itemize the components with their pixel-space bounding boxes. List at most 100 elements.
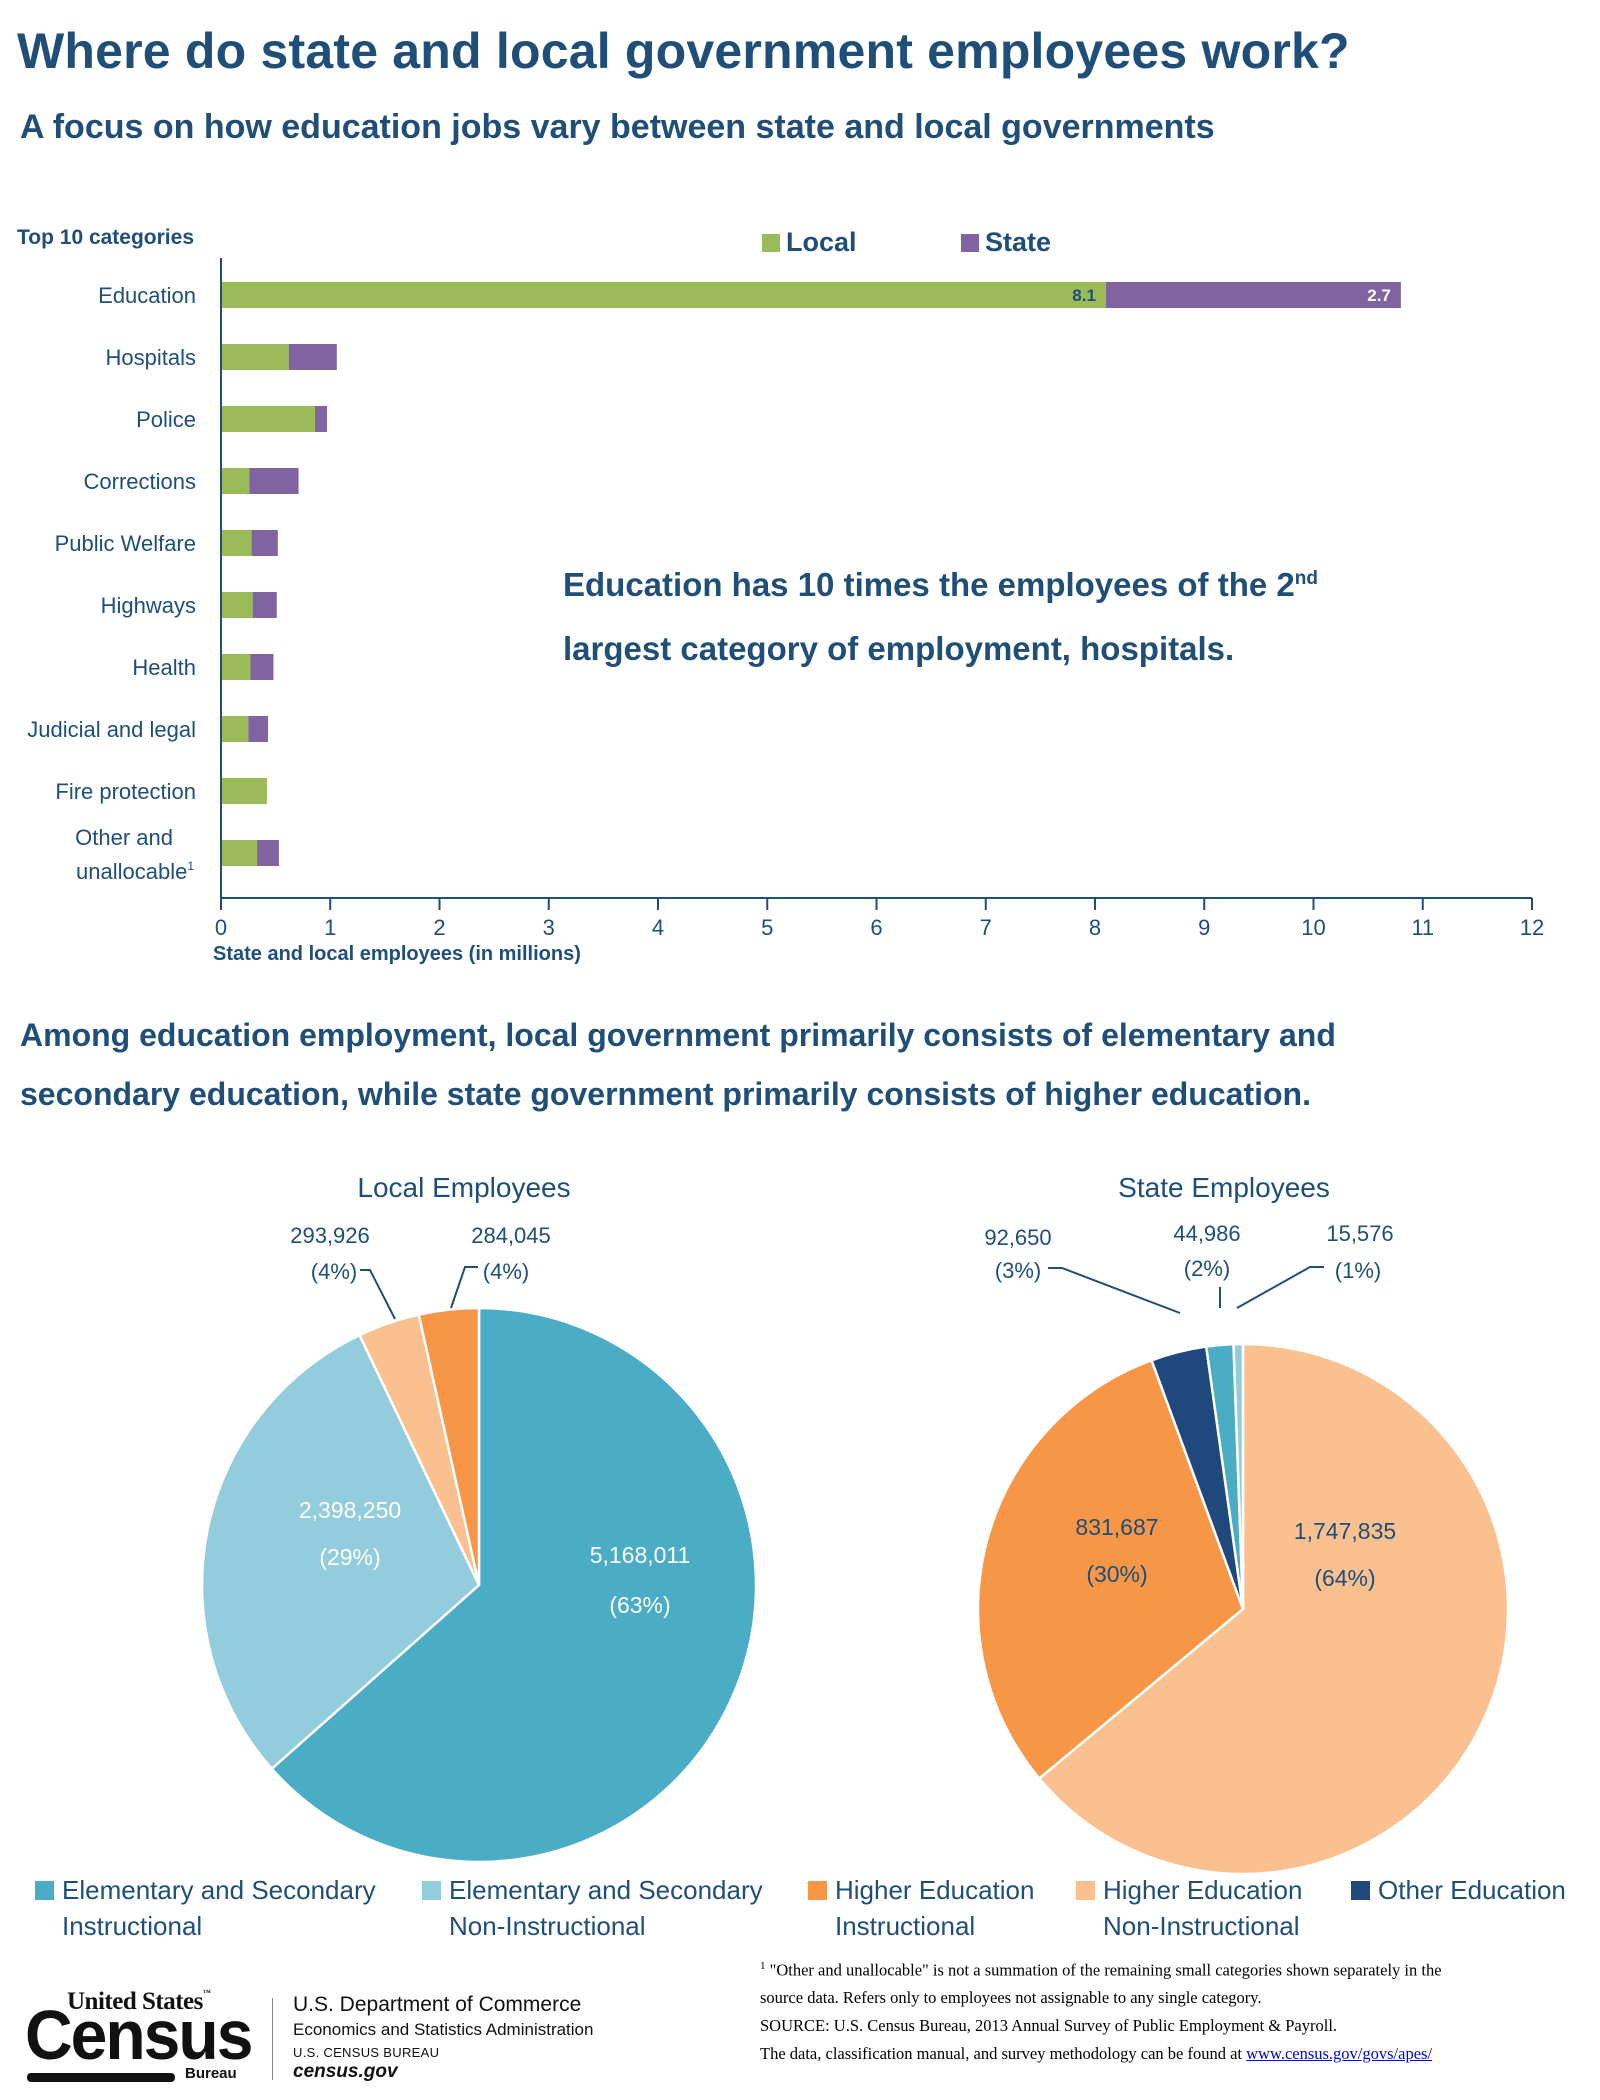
- pie-labels: 5,168,011 (63%) 2,398,250 (29%) 293,926 (4%) 2…: [290, 1221, 1396, 1618]
- slice-value-label: 831,687: [1075, 1514, 1158, 1540]
- category-label: Hospitals: [106, 345, 196, 370]
- state-slice-higher-education-non-instructional: [1037, 1342, 1510, 1876]
- leader-line: [1048, 1267, 1181, 1314]
- slice-pct-label: (4%): [311, 1259, 357, 1284]
- section-headline-line-2: secondary education, while state governm…: [20, 1076, 1311, 1112]
- bar-highways-state: [252, 592, 277, 618]
- slice-pct-label: (2%): [1184, 1256, 1230, 1281]
- legend-label-line1: Elementary and Secondary: [449, 1875, 763, 1905]
- source-note: SOURCE: U.S. Census Bureau, 2013 Annual …: [760, 2016, 1338, 2035]
- logo-divider: [272, 1998, 273, 2080]
- bar-highways-local: [221, 592, 253, 618]
- slice-value-label: 284,045: [471, 1223, 551, 1248]
- slice-value-label: 5,168,011: [590, 1542, 691, 1568]
- legend-label-line2: Non-Instructional: [1103, 1911, 1300, 1941]
- logo-bureau: Bureau: [185, 2065, 237, 2082]
- category-label: Corrections: [84, 469, 196, 494]
- legend-swatch: [35, 1881, 54, 1900]
- annotation-sup: nd: [1294, 568, 1318, 589]
- leader-line: [450, 1266, 478, 1309]
- legend-label-line1: Higher Education: [1103, 1875, 1303, 1905]
- methodology-note: The data, classification manual, and sur…: [760, 2044, 1432, 2064]
- apes-link[interactable]: www.census.gov/govs/apes/: [1246, 2044, 1433, 2063]
- annotation-line-1: Education has 10 times the employees of …: [563, 566, 1318, 604]
- x-tick-label: 1: [324, 915, 336, 940]
- bar-judicial-and-legal-state: [248, 716, 268, 742]
- slice-value-label: 92,650: [984, 1225, 1051, 1250]
- category-label: Judicial and legal: [27, 717, 196, 742]
- bar-chart-title: Top 10 categories: [17, 226, 195, 249]
- slice-pct-label: (29%): [319, 1544, 380, 1570]
- dept-administration: Economics and Statistics Administration: [293, 2020, 594, 2039]
- annotation-text: Education has 10 times the employees of …: [563, 566, 1295, 603]
- legend-item-elem-sec-instructional: Elementary and Secondary Instructional: [35, 1872, 376, 1944]
- pie-charts: 5,168,011 (63%) 2,398,250 (29%) 293,926 (4%) 2…: [200, 1221, 1510, 1876]
- legend-swatch-local: [762, 234, 780, 252]
- legend-label-line2: Instructional: [62, 1911, 203, 1941]
- bar-fire-protection-local: [221, 778, 267, 804]
- legend-item-higher-ed-non-instructional: Higher Education Non-Instructional: [1076, 1872, 1302, 1944]
- x-tick-label: 8: [1089, 915, 1101, 940]
- local-pie-title: Local Employees: [357, 1172, 571, 1203]
- slice-pct-label: (30%): [1086, 1561, 1147, 1587]
- slice-pct-label: (64%): [1314, 1565, 1375, 1591]
- leader-line: [360, 1269, 396, 1320]
- dept-bureau: U.S. CENSUS BUREAU: [293, 2045, 440, 2060]
- footnote-line-1: 1 "Other and unallocable" is not a summa…: [760, 1960, 1442, 1981]
- category-label: Other and: [75, 825, 173, 850]
- category-label: Education: [98, 283, 196, 308]
- footnote-mark: 1: [760, 1960, 766, 1972]
- bar-corrections-local: [221, 468, 250, 494]
- bar-education-state: [1105, 282, 1401, 308]
- legend-label-line2: Instructional: [835, 1911, 976, 1941]
- legend-swatch-state: [961, 234, 979, 252]
- bar-other-and-unallocable-state: [257, 840, 279, 866]
- methodology-text: The data, classification manual, and sur…: [760, 2044, 1247, 2063]
- slice-value-label: 293,926: [290, 1223, 370, 1248]
- legend-label-line2: Non-Instructional: [449, 1911, 646, 1941]
- bar-police-local: [221, 406, 315, 432]
- legend-label-line1: Other Education: [1378, 1875, 1566, 1905]
- data-label-education-local: 8.1: [1072, 286, 1096, 305]
- local-slice-higher-education-instructional: [417, 1306, 481, 1586]
- dept-name: U.S. Department of Commerce: [293, 1993, 582, 2016]
- bar-chart: Local State Education Hospitals Police Corr…: [27, 227, 1544, 965]
- pie-leader-lines: [360, 1266, 1324, 1320]
- bar-public-welfare-local: [221, 530, 252, 556]
- local-slice-elementary-and-secondary-instructional: [269, 1306, 758, 1864]
- bar-corrections-state: [249, 468, 299, 494]
- legend-item-elem-sec-non-instructional: Elementary and Secondary Non-Instructiona…: [422, 1872, 763, 1944]
- census-gov-link[interactable]: census.gov: [293, 2061, 398, 2082]
- state-pie: [976, 1342, 1510, 1876]
- slice-value-label: 15,576: [1326, 1221, 1393, 1246]
- state-pie-title: State Employees: [1118, 1172, 1330, 1203]
- legend-label-line1: Higher Education: [835, 1875, 1035, 1905]
- category-label: Health: [132, 655, 196, 680]
- slice-value-label: 2,398,250: [299, 1497, 401, 1523]
- slice-value-label: 44,986: [1173, 1221, 1240, 1246]
- section-headline-line-1: Among education employment, local govern…: [20, 1017, 1336, 1053]
- x-tick-label: 4: [652, 915, 664, 940]
- census-logo[interactable]: United States™ Census Bureau U.S. Depart…: [25, 1988, 675, 2088]
- footnote-text: "Other and unallocable" is not a summati…: [765, 1960, 1442, 1980]
- x-tick-label: 10: [1301, 915, 1325, 940]
- x-tick-label: 2: [433, 915, 445, 940]
- category-label: Police: [136, 407, 196, 432]
- leader-line: [1236, 1266, 1324, 1309]
- legend-label-state: State: [985, 227, 1051, 257]
- state-slice-higher-education-instructional: [976, 1358, 1245, 1781]
- bar-other-and-unallocable-local: [221, 840, 258, 866]
- category-label: Public Welfare: [55, 531, 196, 556]
- slice-pct-label: (4%): [483, 1259, 529, 1284]
- legend-swatch: [422, 1881, 441, 1900]
- logo-united-states: United States™: [67, 1988, 211, 2015]
- bar-education-local: [221, 282, 1106, 308]
- category-label: unallocable1: [76, 859, 194, 884]
- bar-health-local: [221, 654, 251, 680]
- x-tick-label: 6: [870, 915, 882, 940]
- slice-value-label: 1,747,835: [1294, 1518, 1396, 1544]
- legend-swatch: [1076, 1881, 1095, 1900]
- legend-swatch: [808, 1881, 827, 1900]
- legend-item-higher-ed-instructional: Higher Education Instructional: [808, 1872, 1034, 1944]
- local-slice-elementary-and-secondary-non-instructional: [200, 1333, 481, 1771]
